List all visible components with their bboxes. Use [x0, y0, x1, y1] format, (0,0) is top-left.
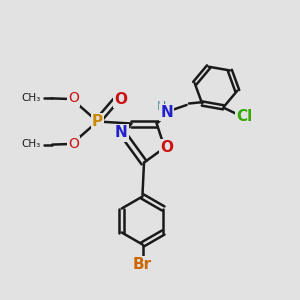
Text: P: P: [92, 114, 103, 129]
Text: Cl: Cl: [236, 110, 253, 124]
Text: O: O: [160, 140, 173, 155]
Text: Br: Br: [133, 257, 152, 272]
Text: O: O: [68, 137, 79, 151]
Text: O: O: [114, 92, 128, 106]
Text: N: N: [160, 105, 173, 120]
Text: N: N: [115, 125, 128, 140]
Text: CH₃: CH₃: [21, 139, 40, 149]
Text: H: H: [157, 100, 166, 113]
Text: O: O: [68, 92, 79, 105]
Text: methyl: methyl: [49, 97, 53, 98]
Text: CH₃: CH₃: [21, 93, 40, 103]
